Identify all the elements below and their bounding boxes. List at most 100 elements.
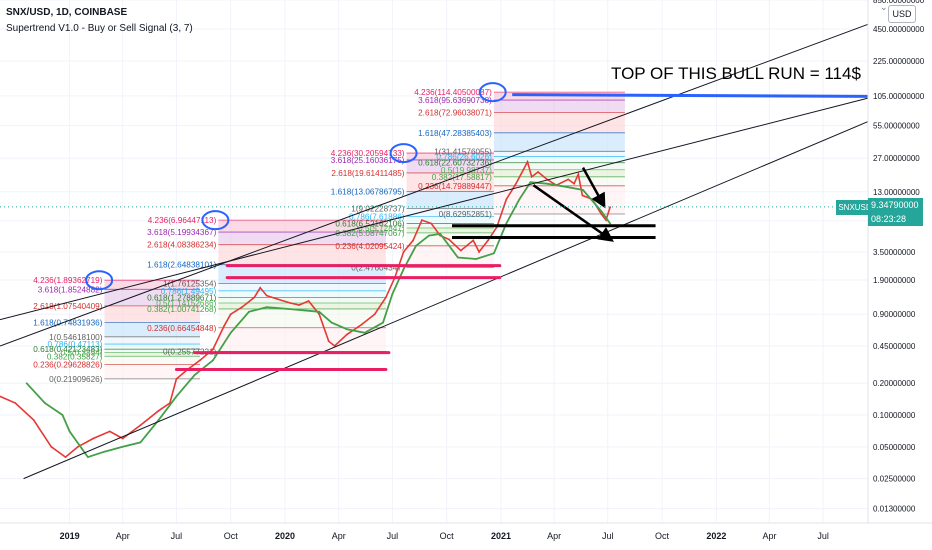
series-point [25,382,28,385]
series-point [241,306,243,309]
fib-zone-band [218,297,386,303]
fib-level-label: 1.618(47.28385403) [418,129,492,138]
series-point [564,185,567,188]
series-point [318,310,321,313]
series-point [212,359,214,362]
fib-level-label: 0.5(1.14152686) [156,299,216,308]
fib-zone-band [406,208,494,217]
indicator-title: Supertrend V1.0 - Buy or Sell Signal (3,… [6,23,193,34]
series-point [346,328,348,331]
fib-zone-band [406,153,494,160]
fib-zone-band [493,162,625,170]
series-point [475,258,478,260]
fib-zone-band [406,245,494,268]
symbol-title: SNX/USD, 1D, COINBASE [6,7,128,18]
fib-level-label: 0.786(0.47113) [48,340,103,349]
series-point [64,456,67,458]
fib-level-label: 3.618(25.16036175) [331,156,405,165]
fib-zone-band [493,132,625,152]
series-point [478,251,481,253]
bar-countdown: 08:23:28 [868,212,923,226]
time-axis-tick: Jul [171,531,183,541]
series-point [430,222,433,225]
fib-level-label: 0.382(5.08747067) [335,229,404,238]
expand-icon[interactable]: ⌄ [880,2,888,12]
currency-button[interactable]: USD [888,5,916,23]
series-point [43,402,46,404]
fib-level-label: 0.618(6.52162106) [335,220,404,229]
fib-zone-band [218,327,386,352]
time-axis-tick: Apr [762,531,776,541]
series-point [360,323,363,326]
fib-level-label: 0.5(19.98737) [441,166,492,175]
fib-zone-band [104,336,201,345]
time-axis-tick: Oct [440,531,455,541]
series-point [248,310,250,313]
fib-level-label: 0.5(0.3894) [61,349,103,358]
price-axis-tick: 0.02500000 [873,475,916,484]
series-point [277,298,279,301]
series-point [581,194,584,197]
series-point [76,445,79,448]
series-point [522,168,525,171]
price-axis-tick: 27.00000000 [873,154,920,163]
series-point [265,306,268,309]
series-point [456,256,459,259]
time-axis-tick: 2020 [275,531,295,541]
fib-zone-band [104,305,201,323]
series-point [505,222,508,225]
fib-level-label: 0.236(14.79889447) [418,182,492,191]
series-point [327,340,330,343]
annotation-text: TOP OF THIS BULL RUN = 114$ [611,64,861,83]
series-point [382,321,384,324]
series-point [259,286,262,289]
fib-level-label: 2.618(72.96038071) [418,109,492,118]
price-axis-tick: 0.10000000 [873,411,916,420]
fib-zone-band [104,289,201,306]
series-point [421,219,423,222]
price-axis-tick: 0.05000000 [873,443,916,452]
series-point [32,418,35,421]
price-axis-bg [868,0,932,550]
series-point [253,296,256,299]
fib-level-label: 0.786(1.49495) [161,287,217,296]
price-axis-tick: 225.00000000 [873,57,925,66]
fib-zone-band [104,352,201,357]
fib-level-label: 0.382(17.58817) [432,173,492,182]
series-point [199,359,201,362]
series-point [157,418,160,421]
time-axis-tick: Apr [116,531,130,541]
time-axis-tick: Jul [817,531,829,541]
series-point [530,175,533,178]
series-point [139,424,142,427]
fib-level-label: 4.236(30.20594733) [331,149,405,158]
series-point [229,313,232,316]
fib-level-label: 1.618(13.06786795) [331,187,405,196]
fib-level-label: 1(9.02228737) [351,205,405,214]
series-point [212,348,214,351]
fib-zone-band [104,280,201,290]
top-price-line [512,93,869,98]
fib-level-label: 1.618(0.74831936) [33,319,102,328]
series-point [492,252,495,255]
series-point [448,238,450,241]
series-point [428,234,430,237]
series-point [229,331,232,334]
fib-zone-band [218,308,386,328]
fib-level-label: 0.5(5.72847) [358,224,405,233]
fib-level-label: 0.618(0.42123483) [33,345,102,354]
series-point [103,450,106,453]
series-point [292,308,295,311]
fib-zone-band [406,216,494,224]
time-axis-tick: Jul [387,531,399,541]
price-axis-tick: 55.00000000 [873,122,920,131]
series-point [415,244,417,247]
series-point [346,333,348,336]
last-price-label: 9.34790000 [868,198,923,212]
trend-line [0,97,869,321]
series-point [363,331,366,334]
series-point [157,409,160,412]
series-point [121,445,124,448]
